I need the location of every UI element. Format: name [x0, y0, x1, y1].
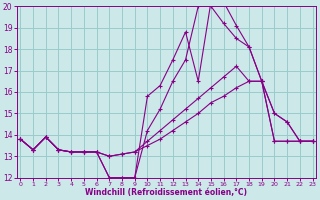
X-axis label: Windchill (Refroidissement éolien,°C): Windchill (Refroidissement éolien,°C) [85, 188, 247, 197]
